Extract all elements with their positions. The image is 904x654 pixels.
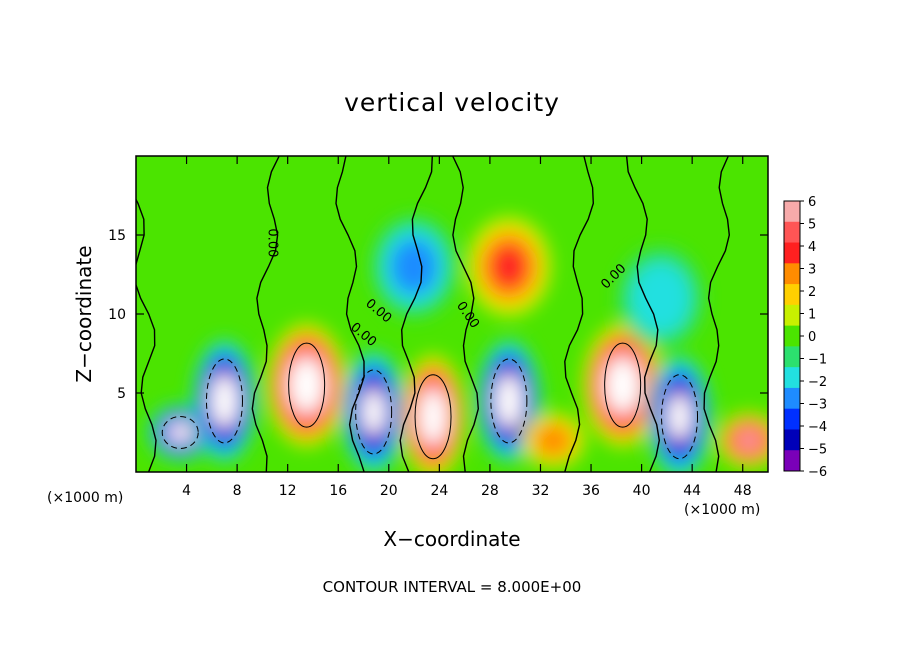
x-tick-label-24: 24 [430, 483, 448, 499]
contour-inner-3 [355, 369, 393, 455]
contour-inner-7 [604, 342, 642, 428]
colorbar-swatch-10 [784, 408, 800, 430]
x-tick-label-16: 16 [329, 483, 347, 499]
x-tick-label-8: 8 [233, 483, 242, 499]
colorbar-swatch-5 [784, 304, 800, 327]
field-cell-12-level-2 [630, 262, 691, 334]
x-tick-label-44: 44 [683, 483, 701, 499]
y-tick-label-15: 15 [108, 228, 126, 244]
contour-lines [136, 156, 731, 472]
contour-label-0: 0.00 [265, 228, 280, 257]
field-cell-8-level-8 [671, 400, 688, 434]
colorbar-swatch-2 [784, 242, 800, 264]
x-tick-label-40: 40 [633, 483, 651, 499]
contour-zero-5 [564, 156, 595, 472]
field-cell-9-level-6 [738, 431, 760, 450]
x-tick-label-48: 48 [734, 483, 752, 499]
colorbar-label-7: −1 [808, 353, 827, 368]
velocity-field [136, 156, 768, 472]
contour-zero-2 [335, 156, 365, 472]
contour-inner-4 [414, 374, 452, 460]
colorbar-swatch-3 [784, 263, 800, 285]
x-tick-label-20: 20 [380, 483, 398, 499]
field-cell-4-level-9 [425, 401, 441, 432]
colorbar-label-9: −3 [808, 398, 827, 413]
field-cell-10-level-4 [489, 243, 528, 290]
colorbar-swatch-12 [784, 450, 800, 472]
x-tick-label-28: 28 [481, 483, 499, 499]
y-axis-label: Z−coordinate [72, 245, 96, 383]
y-tick-label-5: 5 [117, 386, 126, 402]
contour-zero-3 [399, 156, 433, 472]
contour-zero-4 [452, 156, 480, 472]
y-axis-ticks: 5 10 15 [108, 228, 768, 402]
x-axis-label: X−coordinate [383, 527, 521, 551]
colorbar-label-11: −5 [808, 443, 827, 458]
colorbar-swatch-4 [784, 284, 800, 306]
x-axis-ticks: 4 8 12 16 20 24 28 32 36 40 44 48 [182, 156, 752, 499]
colorbar-label-4: 2 [808, 285, 816, 300]
colorbar-label-1: 5 [808, 218, 816, 233]
field-cell-6-level-3 [535, 424, 571, 456]
colorbar-label-6: 0 [808, 330, 816, 345]
colorbar-label-3: 3 [808, 263, 816, 278]
colorbar-label-8: −2 [808, 375, 827, 390]
colorbar-swatch-6 [784, 325, 800, 347]
x-tick-label-36: 36 [582, 483, 600, 499]
field-cell-11-level-3 [390, 238, 438, 295]
x-tick-label-32: 32 [532, 483, 550, 499]
contour-inner-8 [661, 374, 699, 460]
contour-zero-7 [703, 156, 731, 472]
contour-zero-0 [136, 197, 157, 472]
colorbar-label-12: −6 [808, 465, 827, 480]
colorbar-label-5: 1 [808, 308, 816, 323]
colorbar-swatch-8 [784, 367, 800, 389]
colorbar-swatch-7 [784, 346, 800, 368]
field-cell-5-level-9 [501, 386, 517, 416]
colorbar-label-0: 6 [808, 195, 816, 210]
contour-inner-0 [161, 416, 199, 449]
contour-interval-note: CONTOUR INTERVAL = 8.000E+00 [322, 578, 582, 596]
field-cell-7-level-9 [613, 370, 633, 400]
y-tick-label-10: 10 [108, 307, 126, 323]
colorbar-label-2: 4 [808, 240, 816, 255]
contour-zero-1 [251, 156, 280, 472]
colorbar-swatch-9 [784, 387, 800, 410]
colorbar-label-10: −4 [808, 420, 827, 435]
field-cell-0-level-8 [171, 425, 189, 440]
chart-title: vertical velocity [344, 88, 560, 117]
contour-zero-6 [625, 156, 661, 472]
field-cell-2-level-9 [297, 370, 317, 400]
x-unit-label: (×1000 m) [47, 490, 124, 506]
field-cell-1-level-9 [216, 386, 233, 416]
z-unit-label: (×1000 m) [684, 502, 761, 518]
field-cell-3-level-8 [365, 395, 383, 429]
colorbar: 6 5 4 3 2 1 0 −1 −2 −3 −4 −5 −6 [783, 195, 827, 480]
x-tick-label-4: 4 [182, 483, 191, 499]
colorbar-swatch-0 [784, 201, 800, 223]
contour-inner-5 [490, 358, 528, 444]
colorbar-swatch-1 [784, 221, 800, 244]
contour-inner-2 [288, 342, 326, 428]
colorbar-swatch-11 [784, 429, 800, 451]
contour-inner-1 [205, 358, 243, 444]
x-tick-label-12: 12 [279, 483, 297, 499]
